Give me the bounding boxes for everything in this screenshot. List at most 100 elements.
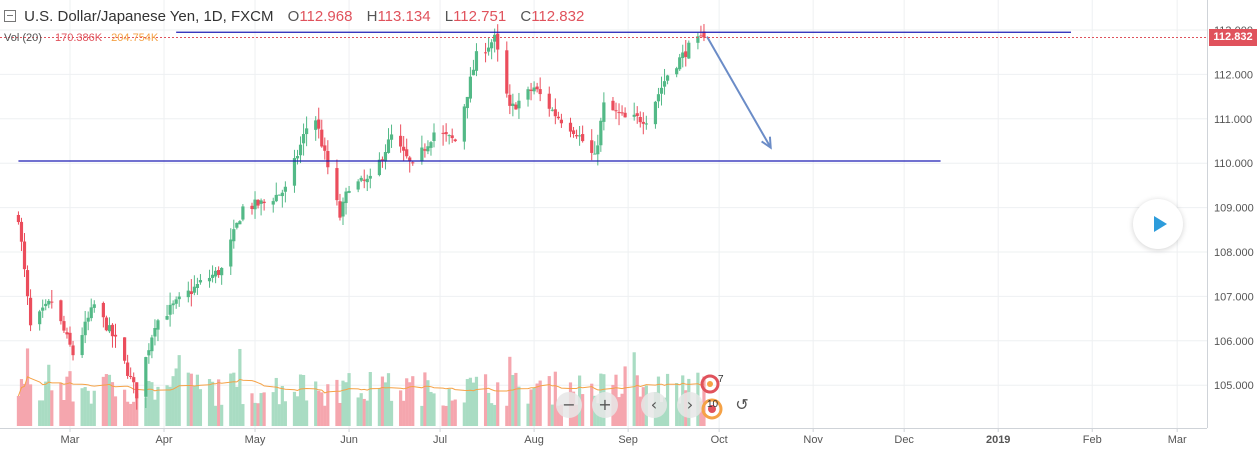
- candlestick: [547, 86, 551, 117]
- candlestick: [538, 77, 542, 102]
- volume-bar: [389, 400, 394, 426]
- candlestick: [420, 135, 424, 165]
- candle-body: [517, 100, 521, 109]
- volume-bar: [156, 386, 160, 426]
- candlestick: [505, 41, 509, 98]
- candlestick: [28, 289, 33, 332]
- candlestick: [487, 37, 491, 56]
- zoom-in-button[interactable]: +: [592, 392, 618, 418]
- volume-bar: [483, 374, 488, 426]
- volume-bar: [474, 376, 479, 426]
- volume-bar: [177, 355, 181, 426]
- candle-body: [317, 119, 321, 129]
- candlestick: [256, 199, 260, 209]
- candle-body: [599, 120, 603, 146]
- candlestick: [508, 84, 512, 115]
- candle-body: [220, 267, 224, 276]
- candle-body: [217, 269, 221, 275]
- play-button[interactable]: [1133, 199, 1183, 249]
- candlestick: [356, 179, 360, 193]
- volume-bar: [620, 393, 624, 426]
- zoom-out-button[interactable]: −: [556, 392, 582, 418]
- candle-body: [150, 337, 154, 352]
- volume-bar: [665, 373, 670, 426]
- volume-bar: [25, 348, 30, 426]
- candlestick: [441, 125, 445, 146]
- collapse-legend-icon[interactable]: [4, 10, 16, 22]
- candlestick: [147, 343, 151, 364]
- volume-bar: [447, 388, 451, 426]
- candle-body: [44, 303, 48, 307]
- volume-bar: [174, 368, 178, 426]
- reset-chart-button[interactable]: ↺: [735, 395, 749, 414]
- candlestick: [262, 199, 266, 211]
- volume-bar: [590, 383, 594, 426]
- candlestick: [292, 149, 297, 193]
- candlestick: [192, 275, 196, 296]
- candlestick: [368, 168, 372, 189]
- candle-body: [259, 200, 263, 204]
- candlestick: [429, 140, 433, 156]
- candle-body: [104, 317, 108, 331]
- candle-body: [574, 135, 579, 137]
- candlestick: [25, 265, 30, 306]
- open-value: 112.968: [299, 8, 353, 25]
- candlestick: [362, 169, 366, 189]
- volume-bar: [283, 401, 287, 426]
- volume-bar: [368, 372, 372, 426]
- candle-body: [189, 291, 193, 295]
- candle-body: [411, 162, 415, 164]
- volume-bar: [207, 379, 212, 426]
- candle-body: [559, 119, 563, 124]
- candle-body: [129, 375, 133, 377]
- candlestick: [623, 107, 627, 118]
- candle-body: [326, 151, 330, 168]
- candle-body: [253, 199, 257, 210]
- candlestick: [514, 102, 518, 110]
- scroll-left-button[interactable]: ‹: [641, 392, 667, 418]
- candle-body: [493, 34, 497, 42]
- volume-bar: [526, 403, 530, 426]
- volume-bar: [92, 390, 96, 426]
- candle-body: [165, 316, 169, 320]
- candlestick: [113, 323, 118, 348]
- candlestick: [447, 134, 451, 145]
- candlestick: [599, 117, 603, 152]
- candlestick: [553, 98, 557, 125]
- volume-bar: [581, 394, 585, 426]
- candlestick: [150, 334, 154, 359]
- volume-bar: [496, 382, 500, 426]
- candlestick: [171, 300, 175, 315]
- volume-bar: [314, 381, 318, 426]
- candle-body: [153, 328, 157, 337]
- events-indicator[interactable]: 7 10: [698, 372, 728, 420]
- candlestick: [250, 202, 254, 215]
- candle-body: [147, 350, 151, 356]
- scroll-right-button[interactable]: ›: [677, 392, 703, 418]
- candlestick: [550, 107, 554, 112]
- volume-bar: [550, 404, 554, 426]
- candlestick: [383, 144, 388, 170]
- volume-bar: [508, 356, 512, 426]
- volume-bar: [295, 396, 300, 426]
- candlestick: [232, 219, 236, 249]
- price-tick-label: 111.000: [1214, 114, 1252, 126]
- volume-bar: [19, 379, 24, 426]
- candle-body: [107, 325, 112, 332]
- candle-body: [408, 157, 412, 161]
- candlestick: [532, 81, 536, 95]
- candlestick: [468, 67, 472, 103]
- candlestick: [568, 117, 573, 138]
- candlestick: [86, 311, 90, 331]
- candlestick: [241, 204, 245, 222]
- candle-body: [568, 122, 573, 132]
- candle-body: [602, 102, 606, 122]
- volume-bar: [153, 399, 157, 426]
- candle-body: [656, 94, 661, 102]
- candle-body: [432, 132, 436, 142]
- candle-body: [471, 69, 476, 76]
- candle-body: [623, 112, 627, 118]
- candle-body: [174, 299, 178, 304]
- candle-body: [198, 280, 203, 283]
